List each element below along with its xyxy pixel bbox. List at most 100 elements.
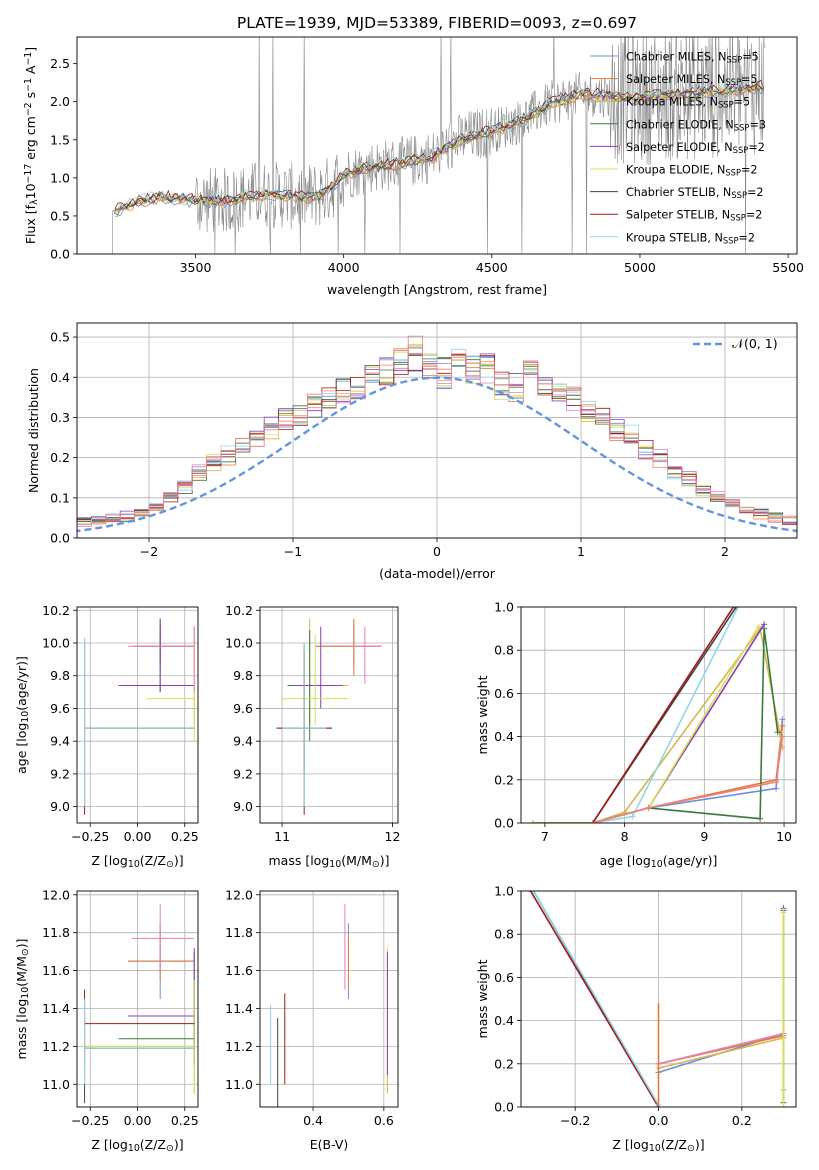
x-axis-label: Z [log10(Z/Z⊙)] — [91, 853, 183, 870]
x-axis-label: wavelength [Angstrom, rest frame] — [327, 282, 547, 297]
weight-marker-9-3 — [779, 733, 786, 740]
axes-frame — [520, 890, 797, 1108]
gaussian-reference-line — [77, 376, 797, 533]
estimate-cross-5 — [84, 980, 195, 1094]
observed-spectrum-line — [112, 37, 765, 254]
y-tick-label-1: 0.2 — [494, 772, 514, 787]
legend-entry-0: Chabrier MILES, NSSP=5 — [626, 51, 759, 65]
y-tick-label-3: 0.3 — [50, 410, 70, 425]
y-tick-label-1: 9.2 — [233, 766, 253, 781]
estimate-cross-1 — [315, 618, 382, 676]
y-tick-label-0: 9.0 — [233, 799, 253, 814]
weight-marker-9-1 — [645, 804, 652, 811]
y-tick-label-0: 0.0 — [494, 1100, 514, 1115]
panel-age-vs-mass: 11 12 9.0 9.2 9.4 9.6 9.8 10.0 10.2 mass [log10(M… — [225, 603, 400, 870]
estimate-cross-7 — [84, 643, 195, 815]
y-tick-label-5: 1.0 — [494, 600, 514, 615]
x-tick-label-2: 4500 — [476, 260, 508, 275]
weight-line-9 — [658, 1032, 784, 1065]
ticks: −2 −1 0 1 2 0.0 0.1 0.2 0.3 0.4 0.5 — [50, 330, 729, 559]
y-tick-label-3: 0.6 — [494, 970, 514, 985]
estimate-cross-0 — [315, 623, 382, 668]
grid — [260, 891, 398, 1107]
x-tick-label-0: −0.2 — [560, 1113, 590, 1128]
panel-mass-vs-Z: −0.25 0.00 0.25 11.0 11.2 11.4 11.6 11.8 12.0 Z [… — [14, 887, 199, 1154]
estimate-cross-9 — [131, 904, 195, 971]
panel-mass-vs-EBV: 0.4 0.6 11.0 11.2 11.4 11.6 11.8 12.0 E(B-V) — [225, 887, 399, 1152]
x-axis-label: Z [log10(Z/Z⊙)] — [91, 1137, 183, 1154]
estimate-cross-9 — [348, 626, 382, 684]
y-tick-label-4: 11.8 — [225, 925, 253, 940]
plot-area — [84, 618, 195, 815]
y-tick-label-1: 0.1 — [50, 490, 70, 505]
y-tick-label-2: 0.4 — [494, 1013, 514, 1028]
y-tick-label-3: 11.6 — [42, 963, 70, 978]
weight-marker-1-4 — [779, 722, 786, 729]
y-tick-label-0: 11.0 — [225, 1077, 253, 1092]
axes-frame — [76, 606, 199, 824]
estimate-cross-6 — [84, 638, 195, 807]
estimate-cross-6 — [84, 1017, 195, 1104]
x-tick-label-1: 0.00 — [124, 829, 152, 844]
estimate-cross-8 — [84, 638, 195, 807]
legend: Chabrier MILES, NSSP=5 Salpeter MILES, NS… — [590, 51, 766, 245]
y-tick-label-2: 9.4 — [50, 734, 70, 749]
x-tick-label-1: 0.6 — [374, 1113, 394, 1128]
weight-marker-0-3 — [773, 785, 780, 792]
x-tick-label-1: −1 — [284, 544, 302, 559]
residual-histogram-1 — [77, 347, 797, 525]
y-tick-label-5: 12.0 — [225, 887, 253, 902]
legend-entry-8: Kroupa STELIB, NSSP=2 — [626, 231, 755, 245]
estimate-cross-3 — [118, 626, 195, 693]
x-tick-label-1: 8 — [621, 829, 629, 844]
weight-marker-8-2 — [737, 600, 743, 606]
estimate-cross-9 — [128, 626, 195, 693]
panel-age-vs-Z: −0.25 0.00 0.25 9.0 9.2 9.4 9.6 9.8 10.0 10.2 Z [l… — [14, 603, 199, 870]
x-tick-label-2: 0.25 — [171, 1113, 199, 1128]
estimate-cross-8 — [84, 999, 195, 1085]
legend-entry-5: Kroupa ELODIE, NSSP=2 — [626, 164, 758, 178]
axes-frame — [259, 606, 399, 824]
x-tick-label-0: 7 — [541, 829, 549, 844]
x-tick-label-1: 4000 — [328, 260, 360, 275]
y-tick-label-2: 1.0 — [50, 170, 70, 185]
y-tick-label-5: 2.5 — [50, 56, 70, 71]
y-tick-label-0: 0.0 — [494, 816, 514, 831]
estimate-cross-7 — [84, 989, 195, 1066]
plot-area — [528, 891, 787, 1107]
axes-frame — [259, 890, 399, 1108]
y-tick-label-5: 10.0 — [225, 636, 253, 651]
figure-title: PLATE=1939, MJD=53389, FIBERID=0093, z=0… — [237, 14, 637, 32]
weight-line-9 — [592, 736, 784, 823]
axes-frame — [520, 606, 797, 824]
y-axis-label: mass weight — [475, 959, 490, 1038]
y-tick-label-4: 11.8 — [42, 925, 70, 940]
estimate-cross-4 — [293, 626, 343, 709]
axes-frame — [76, 890, 199, 1108]
weight-marker-8-0 — [530, 891, 537, 894]
plot-area — [270, 904, 388, 1107]
legend-entry-gaussian: 𝒩(0, 1) — [732, 336, 778, 351]
weight-line-0 — [533, 719, 784, 823]
grid — [77, 891, 198, 1107]
weight-line-3 — [592, 628, 779, 823]
x-tick-label-2: 0 — [433, 544, 441, 559]
y-tick-label-3: 0.6 — [494, 686, 514, 701]
model-spectrum-line-7 — [114, 79, 765, 210]
y-tick-label-5: 1.0 — [494, 884, 514, 899]
legend-entry-7: Salpeter STELIB, NSSP=2 — [626, 209, 762, 223]
y-tick-label-3: 11.6 — [225, 963, 253, 978]
estimate-cross-5 — [282, 634, 349, 725]
estimate-cross-8 — [282, 643, 327, 807]
y-axis-label: mass weight — [475, 675, 490, 754]
y-tick-label-1: 9.2 — [50, 766, 70, 781]
y-axis-label: mass [log10(M/M⊙)] — [14, 939, 31, 1060]
y-axis-label: age [log10(age/yr)] — [14, 656, 31, 774]
x-tick-label-2: 0.25 — [171, 829, 199, 844]
plot-area — [77, 335, 797, 533]
y-tick-label-2: 0.4 — [494, 729, 514, 744]
estimate-cross-5 — [146, 634, 195, 742]
x-axis-label: Z [log10(Z/Z⊙)] — [612, 1137, 704, 1154]
x-tick-label-0: 3500 — [180, 260, 212, 275]
